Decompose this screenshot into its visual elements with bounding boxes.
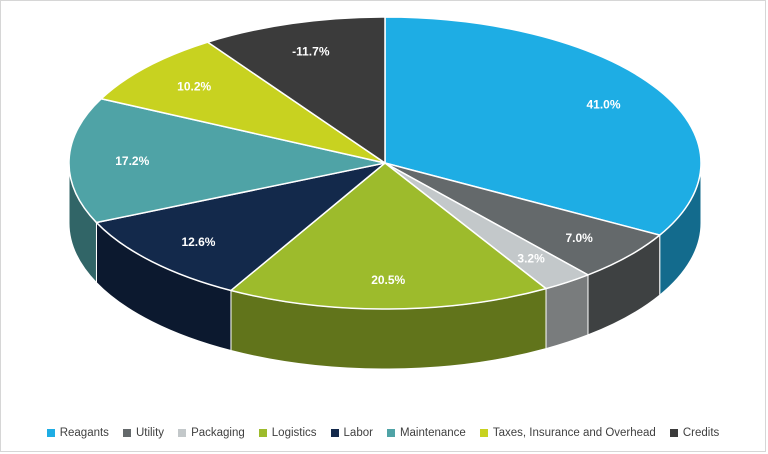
pie-chart: 41.0%7.0%3.2%20.5%12.6%17.2%10.2%-11.7%: [68, 16, 702, 370]
legend-swatch-logistics: [258, 429, 267, 437]
legend-item-reagants[interactable]: Reagants: [46, 427, 109, 439]
legend-item-maintenance[interactable]: Maintenance: [386, 427, 466, 439]
legend-label: Maintenance: [399, 427, 466, 439]
legend-label: Labor: [343, 427, 373, 439]
legend-swatch-maintenance: [386, 429, 395, 437]
legend-label: Credits: [682, 427, 720, 439]
legend-item-credits[interactable]: Credits: [669, 427, 720, 439]
legend-swatch-taxes-insurance-and-overhead: [479, 429, 488, 437]
pie-slice-logistics[interactable]: [230, 162, 547, 310]
legend-label: Taxes, Insurance and Overhead: [492, 427, 656, 439]
pie-slice-labor[interactable]: [95, 162, 386, 292]
legend-swatch-utility: [122, 429, 131, 437]
legend-label: Utility: [135, 427, 165, 439]
legend-swatch-labor: [330, 429, 339, 437]
pie-slice-taxes-insurance-and-overhead[interactable]: [100, 41, 386, 164]
pie-slice-maintenance[interactable]: [68, 97, 386, 224]
legend-swatch-credits: [669, 429, 678, 437]
pie-slice-credits[interactable]: [206, 16, 386, 164]
chart-legend: Reagants Utility Packaging Logistics Labor Ma…: [1, 427, 765, 439]
legend-swatch-packaging: [178, 429, 187, 437]
legend-item-labor[interactable]: Labor: [330, 427, 373, 439]
legend-label: Reagants: [59, 427, 109, 439]
legend-label: Logistics: [271, 427, 317, 439]
legend-item-logistics[interactable]: Logistics: [258, 427, 317, 439]
legend-label: Packaging: [191, 427, 245, 439]
legend-item-packaging[interactable]: Packaging: [178, 427, 245, 439]
legend-item-taxes-insurance-and-overhead[interactable]: Taxes, Insurance and Overhead: [479, 427, 656, 439]
pie-slice-reagants[interactable]: [384, 16, 702, 236]
legend-swatch-reagants: [46, 429, 55, 437]
legend-item-utility[interactable]: Utility: [122, 427, 165, 439]
